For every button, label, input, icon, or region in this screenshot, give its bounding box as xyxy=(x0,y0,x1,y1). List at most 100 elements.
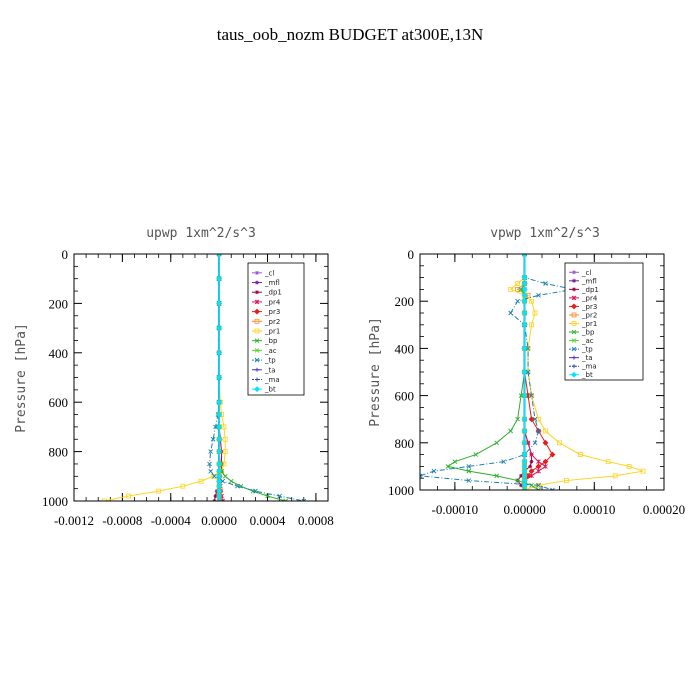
upwp-legend-marker xyxy=(254,348,260,353)
vpwp-data-point xyxy=(519,473,524,478)
vpwp-y-tick-label: 400 xyxy=(395,341,415,356)
upwp-data-point xyxy=(216,436,223,443)
vpwp-data-point xyxy=(518,287,524,292)
vpwp-data-point xyxy=(529,393,534,398)
vpwp-legend-marker xyxy=(571,329,577,335)
vpwp-data-point xyxy=(521,369,528,375)
upwp-series-group xyxy=(101,254,307,501)
upwp-x-tick-label: -0.0012 xyxy=(54,513,94,528)
vpwp-legend-label: _pr2 xyxy=(581,311,597,319)
vpwp-data-point xyxy=(521,298,528,305)
upwp-legend-marker xyxy=(255,280,259,285)
vpwp-panel: vpwp 1xm^2/s^3 Pressure [hPa] 0 200 400 600… xyxy=(368,226,685,517)
vpwp-data-point xyxy=(605,459,611,465)
upwp-data-point xyxy=(222,473,228,479)
vpwp-data-point xyxy=(452,459,458,464)
vpwp-legend-label: _bp xyxy=(581,329,595,337)
vpwp-data-point xyxy=(543,428,548,434)
upwp-legend-marker xyxy=(254,338,260,344)
upwp-data-point xyxy=(180,483,186,489)
upwp-data-point xyxy=(208,449,213,454)
upwp-legend-label: _ac xyxy=(264,347,277,355)
upwp-legend-marker xyxy=(254,318,260,324)
upwp-y-tick-label: 1000 xyxy=(42,494,68,509)
vpwp-data-point xyxy=(536,459,541,464)
vpwp-legend-marker xyxy=(571,312,577,318)
upwp-data-point xyxy=(216,325,223,332)
upwp-data-point xyxy=(216,448,223,455)
vpwp-data-point xyxy=(536,416,541,422)
upwp-panel: upwp 1xm^2/s^3 Pressure [hPa] 0 200 400 600… xyxy=(14,226,334,528)
vpwp-data-point xyxy=(521,416,528,423)
vpwp-data-point xyxy=(515,478,520,483)
vpwp-data-point xyxy=(532,440,538,446)
vpwp-data-point xyxy=(528,468,535,475)
upwp-x-tick-label: 0.0008 xyxy=(298,513,334,528)
upwp-legend-label: _dp1 xyxy=(264,289,282,297)
vpwp-data-point xyxy=(529,298,534,304)
upwp-legend-marker xyxy=(254,299,260,305)
vpwp-data-point xyxy=(521,428,528,434)
vpwp-data-point xyxy=(543,464,548,469)
upwp-data-point xyxy=(277,493,282,499)
upwp-legend-marker xyxy=(254,386,260,393)
vpwp-data-point xyxy=(557,440,562,446)
upwp-data-point xyxy=(101,498,107,501)
vpwp-legend-label: _tp xyxy=(581,346,593,354)
upwp-data-point xyxy=(216,461,223,467)
upwp-y-tick-label: 400 xyxy=(49,346,69,361)
upwp-legend-marker xyxy=(255,367,259,372)
vpwp-y-axis-label: Pressure [hPa] xyxy=(368,317,383,427)
vpwp-data-point xyxy=(494,473,500,479)
vpwp-series-points-bt xyxy=(521,254,528,490)
vpwp-data-point xyxy=(536,428,541,434)
vpwp-series-line-pr3 xyxy=(524,254,554,490)
upwp-legend-label: _ta xyxy=(264,366,276,374)
vpwp-legend: _cl_mfl_dp1_pr4_pr3_pr2_pr1_bp_ac_tp_ta_… xyxy=(564,262,644,381)
upwp-x-tick-label: 0.0004 xyxy=(250,513,286,528)
upwp-legend-marker xyxy=(255,290,259,295)
vpwp-data-point xyxy=(529,452,534,457)
vpwp-data-point xyxy=(612,473,618,479)
upwp-data-point xyxy=(283,498,288,501)
upwp-series-points-bt xyxy=(216,254,223,501)
vpwp-data-point xyxy=(521,274,528,281)
vpwp-legend-marker xyxy=(571,338,577,343)
vpwp-legend-marker xyxy=(572,278,576,283)
vpwp-data-point xyxy=(518,393,524,398)
upwp-data-point xyxy=(265,493,270,499)
vpwp-legend-marker xyxy=(571,303,577,310)
upwp-data-point xyxy=(208,469,213,474)
upwp-y-tick-label: 200 xyxy=(49,296,69,311)
vpwp-legend-marker xyxy=(571,321,577,326)
upwp-data-point xyxy=(216,300,223,307)
vpwp-data-point xyxy=(577,452,583,458)
vpwp-data-point xyxy=(532,310,538,316)
vpwp-data-point xyxy=(521,286,528,293)
upwp-x-tick-label: -0.0008 xyxy=(102,513,142,528)
vpwp-x-tick-label: 0.00020 xyxy=(643,502,685,517)
vpwp-legend-marker xyxy=(571,295,577,301)
vpwp-legend-label: _bt xyxy=(581,371,593,379)
vpwp-legend-label: _pr4 xyxy=(581,294,598,302)
vpwp-legend-label: _dp1 xyxy=(581,286,599,294)
upwp-plot-frame xyxy=(73,253,329,502)
vpwp-data-point xyxy=(536,487,541,490)
vpwp-data-point xyxy=(535,463,542,470)
vpwp-data-point xyxy=(494,440,500,446)
vpwp-data-point xyxy=(529,322,534,328)
vpwp-data-point xyxy=(542,458,549,465)
vpwp-data-point xyxy=(521,392,528,399)
upwp-data-point xyxy=(210,436,216,442)
upwp-legend-label: _ma xyxy=(264,376,280,384)
vpwp-legend-label: _cl xyxy=(581,269,591,277)
upwp-data-point xyxy=(213,424,218,430)
upwp-legend-label: _tp xyxy=(264,357,276,365)
vpwp-data-point xyxy=(521,439,528,446)
vpwp-data-point xyxy=(529,473,534,479)
vpwp-x-tick-label: 0.00010 xyxy=(573,502,615,517)
vpwp-data-point xyxy=(521,254,528,257)
upwp-data-point xyxy=(198,478,204,484)
upwp-y-tick-label: 800 xyxy=(49,445,69,460)
vpwp-data-point xyxy=(521,321,528,328)
